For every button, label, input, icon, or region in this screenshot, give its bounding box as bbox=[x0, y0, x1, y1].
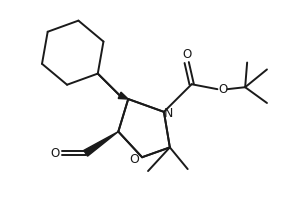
Text: O: O bbox=[219, 83, 228, 96]
Text: N: N bbox=[164, 107, 174, 120]
Text: O: O bbox=[129, 153, 139, 166]
Polygon shape bbox=[118, 92, 128, 99]
Polygon shape bbox=[84, 132, 118, 156]
Text: O: O bbox=[50, 147, 60, 160]
Text: O: O bbox=[182, 48, 191, 61]
